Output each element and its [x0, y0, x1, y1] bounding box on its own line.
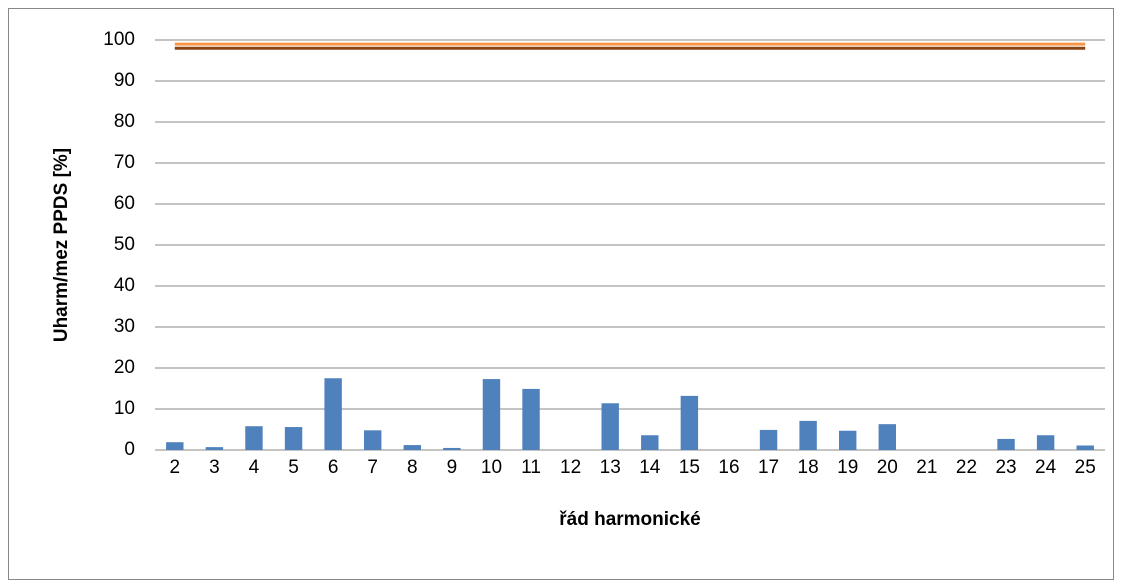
bar	[878, 424, 896, 450]
bar	[284, 427, 303, 450]
y-tick-label: 60	[114, 193, 135, 214]
x-tick-label: 18	[798, 457, 819, 478]
bar	[799, 420, 817, 450]
y-tick-label: 80	[114, 111, 135, 132]
bar	[1076, 445, 1094, 450]
y-tick-label: 100	[103, 29, 135, 50]
bar	[364, 430, 382, 450]
bar	[443, 447, 461, 450]
bar	[680, 395, 699, 450]
x-tick-label: 5	[288, 457, 299, 478]
x-tick-label: 19	[837, 457, 858, 478]
x-tick-label: 24	[1035, 457, 1057, 478]
x-tick-label: 2	[170, 457, 181, 478]
y-axis-title: Uharm/mez PPDS [%]	[51, 148, 72, 342]
y-tick-label: 40	[114, 275, 135, 296]
x-tick-label: 9	[447, 457, 458, 478]
x-tick-label: 21	[916, 457, 937, 478]
bar	[641, 435, 659, 450]
bar	[205, 447, 224, 450]
y-tick-label: 70	[114, 152, 135, 173]
bar	[997, 438, 1015, 450]
x-tick-label: 7	[367, 457, 378, 478]
x-tick-label: 10	[481, 457, 502, 478]
y-tick-label: 0	[124, 439, 135, 460]
bar	[522, 388, 540, 450]
bar	[1036, 435, 1055, 450]
x-tick-label: 3	[209, 457, 220, 478]
bar	[324, 378, 342, 450]
bar	[403, 445, 421, 450]
x-tick-label: 15	[679, 457, 700, 478]
x-tick-label: 16	[718, 457, 739, 478]
x-tick-label: 6	[328, 457, 339, 478]
x-tick-label: 11	[521, 457, 541, 478]
bar	[482, 379, 501, 450]
y-tick-label: 30	[114, 316, 135, 337]
x-tick-label: 17	[758, 457, 779, 478]
y-tick-label: 50	[114, 234, 135, 255]
x-tick-label: 8	[407, 457, 418, 478]
bar	[166, 442, 184, 450]
x-axis-title: řád harmonické	[559, 509, 701, 530]
bar	[601, 403, 619, 450]
x-tick-label: 14	[639, 457, 661, 478]
x-tick-label: 22	[956, 457, 977, 478]
bar	[839, 430, 857, 450]
x-tick-label: 12	[560, 457, 581, 478]
y-tick-label: 90	[114, 70, 135, 91]
y-tick-label: 20	[114, 357, 135, 378]
chart-border	[8, 8, 1114, 580]
x-tick-label: 23	[995, 457, 1016, 478]
x-tick-label: 13	[600, 457, 621, 478]
bar	[245, 426, 263, 450]
x-tick-label: 20	[877, 457, 898, 478]
bar	[759, 429, 778, 450]
y-tick-label: 10	[114, 398, 135, 419]
x-tick-label: 4	[249, 457, 260, 478]
x-tick-label: 25	[1075, 457, 1096, 478]
